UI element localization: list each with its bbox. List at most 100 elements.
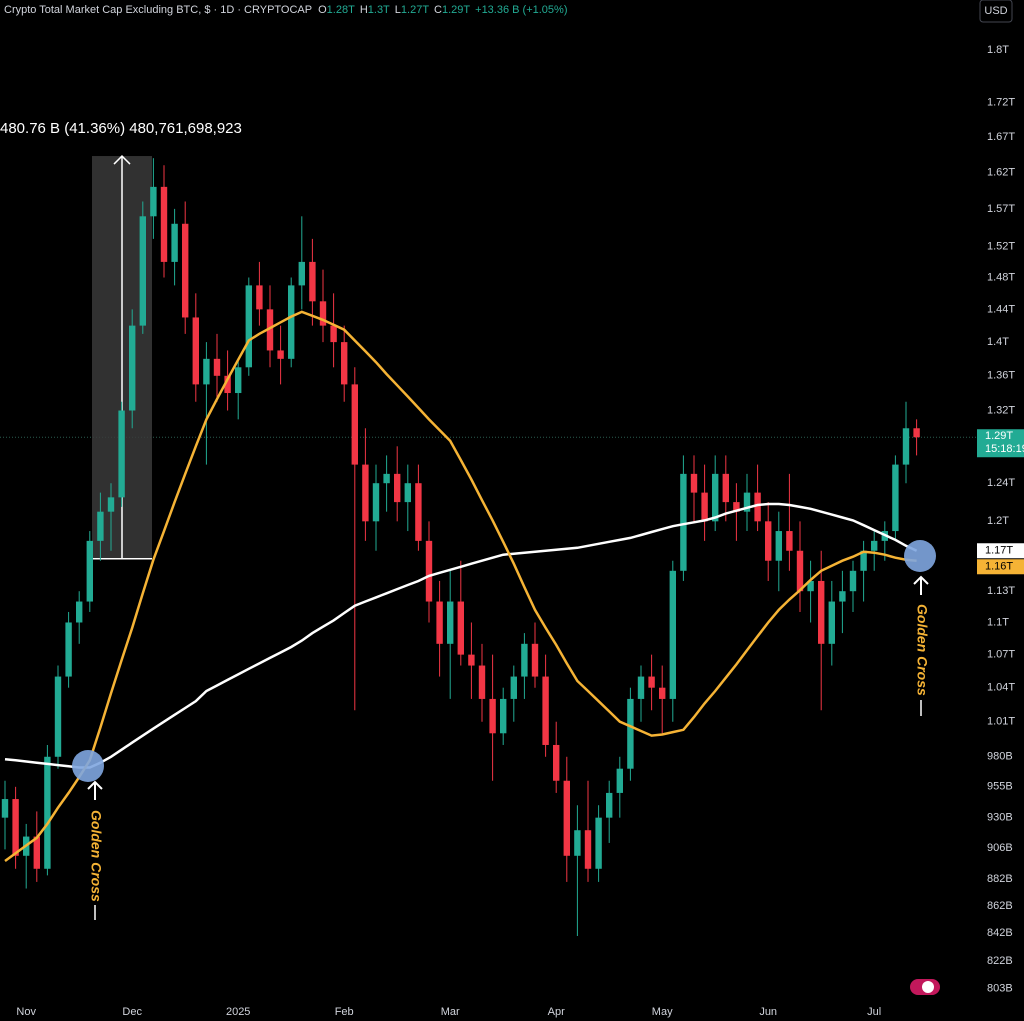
- decorations: USD: [72, 0, 1013, 995]
- candle-body: [118, 410, 125, 498]
- logo: [910, 979, 940, 995]
- candle-body: [235, 367, 242, 394]
- candle-body: [616, 768, 623, 793]
- candle-body: [563, 780, 570, 856]
- annotation: Golden Cross: [88, 810, 104, 902]
- x-tick-label: Apr: [548, 1006, 565, 1018]
- measure-arrow: [113, 154, 131, 165]
- y-tick-label: 1.36T: [987, 370, 1015, 382]
- y-tick-label: 1.62T: [987, 166, 1015, 178]
- ma-badge: 1.17T: [985, 545, 1013, 557]
- candle-body: [637, 676, 645, 699]
- candle-body: [457, 601, 464, 655]
- y-tick-label: 1.24T: [987, 477, 1015, 489]
- candle-body: [892, 464, 899, 532]
- candle-body: [425, 540, 433, 602]
- candle-body: [754, 492, 761, 522]
- y-tick-label: 906B: [987, 842, 1013, 854]
- candle-body: [913, 428, 920, 438]
- symbol: Crypto Total Market Cap Excluding BTC, $…: [4, 4, 312, 16]
- y-tick-label: 955B: [987, 781, 1013, 793]
- y-tick-label: 1.44T: [987, 303, 1015, 315]
- candle-body: [860, 550, 867, 571]
- candle-body: [203, 358, 210, 385]
- candle-body: [266, 309, 274, 351]
- candle-body: [256, 285, 263, 310]
- candle-body: [107, 497, 115, 512]
- candle-body: [224, 375, 231, 394]
- candle-body: [765, 521, 772, 561]
- ohlc-key: H: [360, 4, 368, 16]
- candle-body: [160, 186, 168, 262]
- candle-body: [786, 531, 793, 551]
- candle-body: [796, 550, 804, 592]
- y-tick-label: 1.07T: [987, 649, 1015, 661]
- header: Crypto Total Market Cap Excluding BTC, $…: [4, 4, 567, 16]
- candle-body: [849, 570, 857, 592]
- candle-body: [1, 799, 9, 818]
- candle-body: [828, 601, 835, 644]
- arrow: [87, 780, 103, 800]
- candle-body: [404, 483, 411, 503]
- candle-body: [531, 643, 539, 677]
- candle-body: [871, 540, 878, 551]
- candle-body: [553, 744, 560, 781]
- moving-average: [4, 310, 917, 863]
- y-tick-label: 1.4T: [987, 336, 1009, 348]
- x-tick-label: Jul: [867, 1006, 881, 1018]
- y-tick-label: 1.04T: [987, 682, 1015, 694]
- candle-body: [288, 285, 295, 359]
- candle-body: [277, 350, 284, 359]
- candle-body: [521, 643, 528, 677]
- candle-body: [150, 186, 157, 217]
- y-tick-label: 882B: [987, 873, 1013, 885]
- candle-body: [510, 676, 517, 699]
- candle-body: [86, 540, 93, 602]
- candle-body: [33, 836, 40, 869]
- annotation: Golden Cross: [914, 604, 930, 696]
- moving-average: [4, 502, 918, 769]
- y-tick-label: 1.32T: [987, 404, 1015, 416]
- candle-body: [182, 223, 189, 318]
- candle-body: [627, 698, 634, 769]
- y-tick-label: 1.13T: [987, 585, 1015, 597]
- y-tick-label: 1.48T: [987, 271, 1015, 283]
- y-tick-label: 1.57T: [987, 203, 1015, 215]
- candle-body: [415, 483, 422, 541]
- y-tick-label: 803B: [987, 982, 1013, 994]
- candle-body: [648, 676, 655, 688]
- candle-body: [319, 301, 327, 326]
- y-tick-label: 930B: [987, 812, 1013, 824]
- candle-body: [743, 492, 751, 512]
- currency-box[interactable]: [979, 0, 1013, 23]
- x-tick-label: May: [652, 1006, 673, 1018]
- y-tick-label: 1.8T: [987, 44, 1009, 56]
- currency[interactable]: USD: [984, 5, 1007, 17]
- candle-body: [192, 317, 199, 385]
- y-tick-label: 1.2T: [987, 515, 1009, 527]
- candle-body: [129, 325, 136, 411]
- ma-badge-bg: [977, 543, 1024, 559]
- candle-body: [712, 473, 719, 522]
- candle-body: [54, 676, 62, 757]
- price-badge-bg: [977, 429, 1024, 458]
- x-tick-label: Jun: [759, 1006, 777, 1018]
- candle-body: [394, 473, 401, 503]
- candle-body: [818, 580, 825, 644]
- arrow: [913, 575, 929, 595]
- x-tick-label: Dec: [122, 1006, 142, 1018]
- candle-body: [97, 511, 104, 541]
- ohlc-value: 1.3T: [368, 4, 390, 16]
- x-tick-label: Mar: [441, 1006, 460, 1018]
- candle-body: [606, 792, 613, 818]
- candle-body: [171, 223, 178, 262]
- golden-cross-marker: [904, 540, 936, 572]
- candle-body: [807, 580, 814, 592]
- candle-body: [574, 830, 581, 856]
- candle-body: [902, 428, 910, 465]
- price-badge: 1.29T: [985, 430, 1013, 442]
- candle-body: [298, 261, 305, 286]
- candle-body: [362, 464, 369, 522]
- candle-body: [733, 502, 740, 512]
- candle-body: [500, 698, 507, 734]
